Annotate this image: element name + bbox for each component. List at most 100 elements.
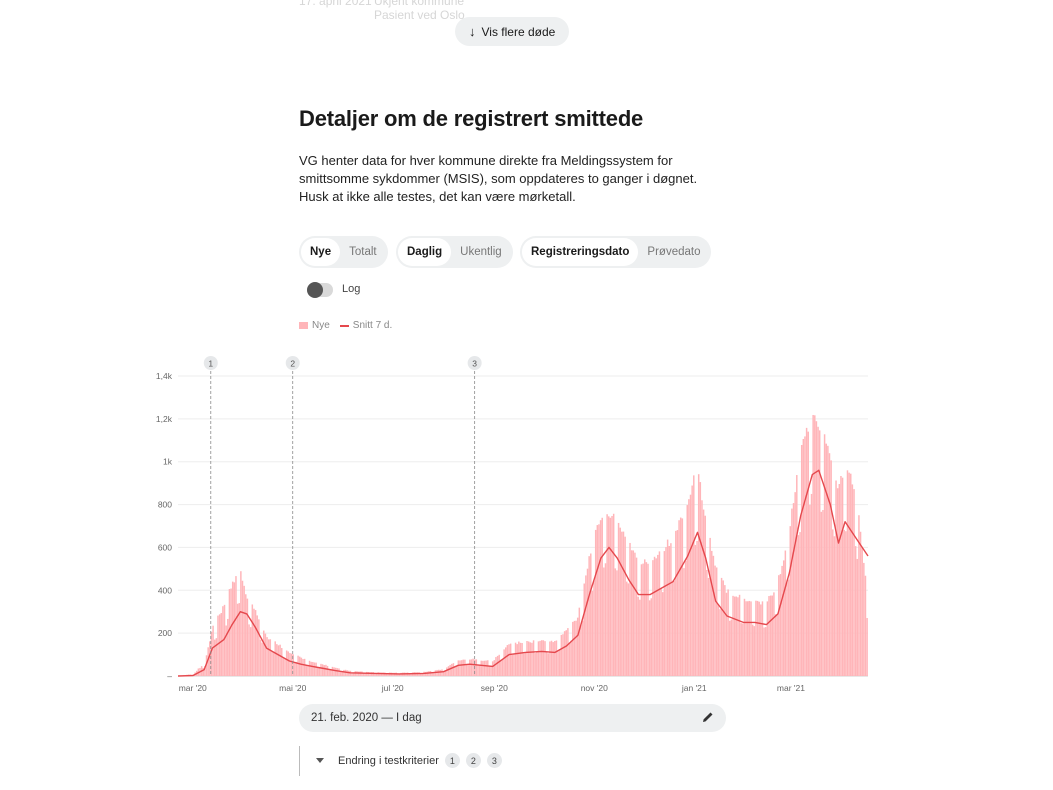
x-tick-label: jul '20 [381, 683, 404, 693]
daily-bar [519, 642, 522, 676]
daily-bar [225, 625, 227, 676]
daily-bar [838, 484, 841, 676]
daily-bar [742, 623, 744, 676]
daily-bar [778, 575, 780, 676]
daily-bar [673, 581, 675, 676]
daily-bar [702, 509, 705, 676]
daily-bar [408, 673, 411, 676]
daily-bar [696, 541, 698, 676]
daily-bar [483, 660, 486, 676]
daily-bar [622, 531, 625, 676]
option-totalt[interactable]: Totalt [349, 246, 377, 258]
daily-bar [446, 667, 448, 676]
daily-bar [779, 574, 782, 676]
daily-bar [585, 575, 587, 676]
daily-bar [740, 623, 742, 676]
daily-bar [807, 431, 809, 676]
daily-bar [253, 608, 255, 676]
daily-bar [207, 647, 209, 676]
daily-bar [845, 531, 847, 676]
daily-bar [679, 517, 682, 676]
daily-bar [665, 547, 667, 676]
criteria-toggle[interactable]: Endring i testkriterier 1 2 3 [316, 753, 502, 768]
daily-bar [747, 601, 749, 676]
daily-bar [397, 673, 399, 676]
option-provedato[interactable]: Prøvedato [647, 246, 701, 258]
daily-bar [550, 640, 553, 676]
daily-bar [591, 590, 594, 676]
daily-bar [457, 660, 460, 676]
daily-bar [472, 658, 474, 676]
daily-bar [379, 672, 381, 676]
daily-bar [827, 445, 829, 676]
pencil-icon[interactable] [702, 711, 714, 723]
daily-bar [766, 601, 769, 676]
daily-bar [231, 581, 234, 676]
daily-bar [372, 672, 375, 676]
daily-bar [732, 595, 734, 676]
daily-bar [380, 672, 383, 676]
option-ukentlig[interactable]: Ukentlig [460, 246, 502, 258]
daily-bar [814, 415, 816, 676]
daily-bar [647, 563, 649, 676]
option-registreringsdato[interactable]: Registreringsdato [522, 238, 639, 266]
daily-bar [465, 664, 468, 676]
daily-bar [227, 618, 229, 676]
daily-bar [635, 557, 638, 676]
daily-bar [539, 640, 541, 676]
daily-bar [351, 672, 353, 676]
daily-bar [249, 627, 252, 676]
daily-bar [258, 619, 260, 676]
show-more-label: Vis flere døde [481, 24, 556, 39]
daily-bar [277, 645, 280, 676]
daily-bar [511, 654, 514, 676]
daily-bar [840, 475, 842, 676]
daily-bar [683, 568, 685, 676]
daily-bar [297, 655, 299, 676]
daily-bar [209, 641, 211, 676]
daily-bar [487, 660, 489, 676]
daily-bar [684, 561, 687, 676]
faded-place: Ukjent kommune [374, 0, 465, 8]
daily-bar [495, 657, 497, 676]
daily-bar [781, 565, 783, 676]
legend-line-swatch [339, 324, 349, 327]
show-more-deaths-button[interactable]: ↓ Vis flere døde [455, 17, 570, 46]
daily-bar [346, 670, 348, 676]
daily-bar [588, 556, 590, 676]
daily-bar [292, 654, 294, 676]
daily-bar [531, 642, 533, 676]
daily-bar [658, 551, 661, 676]
date-range-picker[interactable]: 21. feb. 2020 — I dag [299, 704, 726, 732]
daily-bar [681, 518, 684, 676]
daily-bar [629, 542, 631, 676]
daily-bar [733, 596, 736, 676]
daily-bar [688, 499, 690, 676]
daily-bar [459, 660, 461, 676]
daily-bar [809, 504, 811, 676]
daily-bar [554, 640, 556, 676]
daily-bar [267, 639, 270, 676]
log-toggle[interactable] [307, 282, 333, 298]
criteria-divider [299, 746, 300, 776]
daily-bar [797, 535, 800, 676]
daily-bar [532, 640, 535, 676]
daily-bar [800, 444, 803, 676]
y-tick-label: 800 [158, 500, 172, 510]
option-daglig[interactable]: Daglig [398, 238, 452, 266]
daily-bar [714, 565, 716, 676]
daily-bar [493, 660, 496, 676]
daily-bar [498, 654, 500, 676]
daily-bar [215, 638, 218, 676]
daily-bar [693, 475, 695, 676]
daily-bar [828, 453, 831, 676]
daily-bar [452, 663, 455, 676]
daily-bar [562, 634, 564, 676]
daily-bar [419, 673, 422, 676]
daily-bar [436, 669, 438, 676]
option-nye[interactable]: Nye [301, 238, 341, 266]
daily-bar [719, 609, 721, 676]
daily-bar [738, 594, 741, 676]
daily-bar [313, 662, 316, 676]
daily-bar [449, 664, 451, 676]
